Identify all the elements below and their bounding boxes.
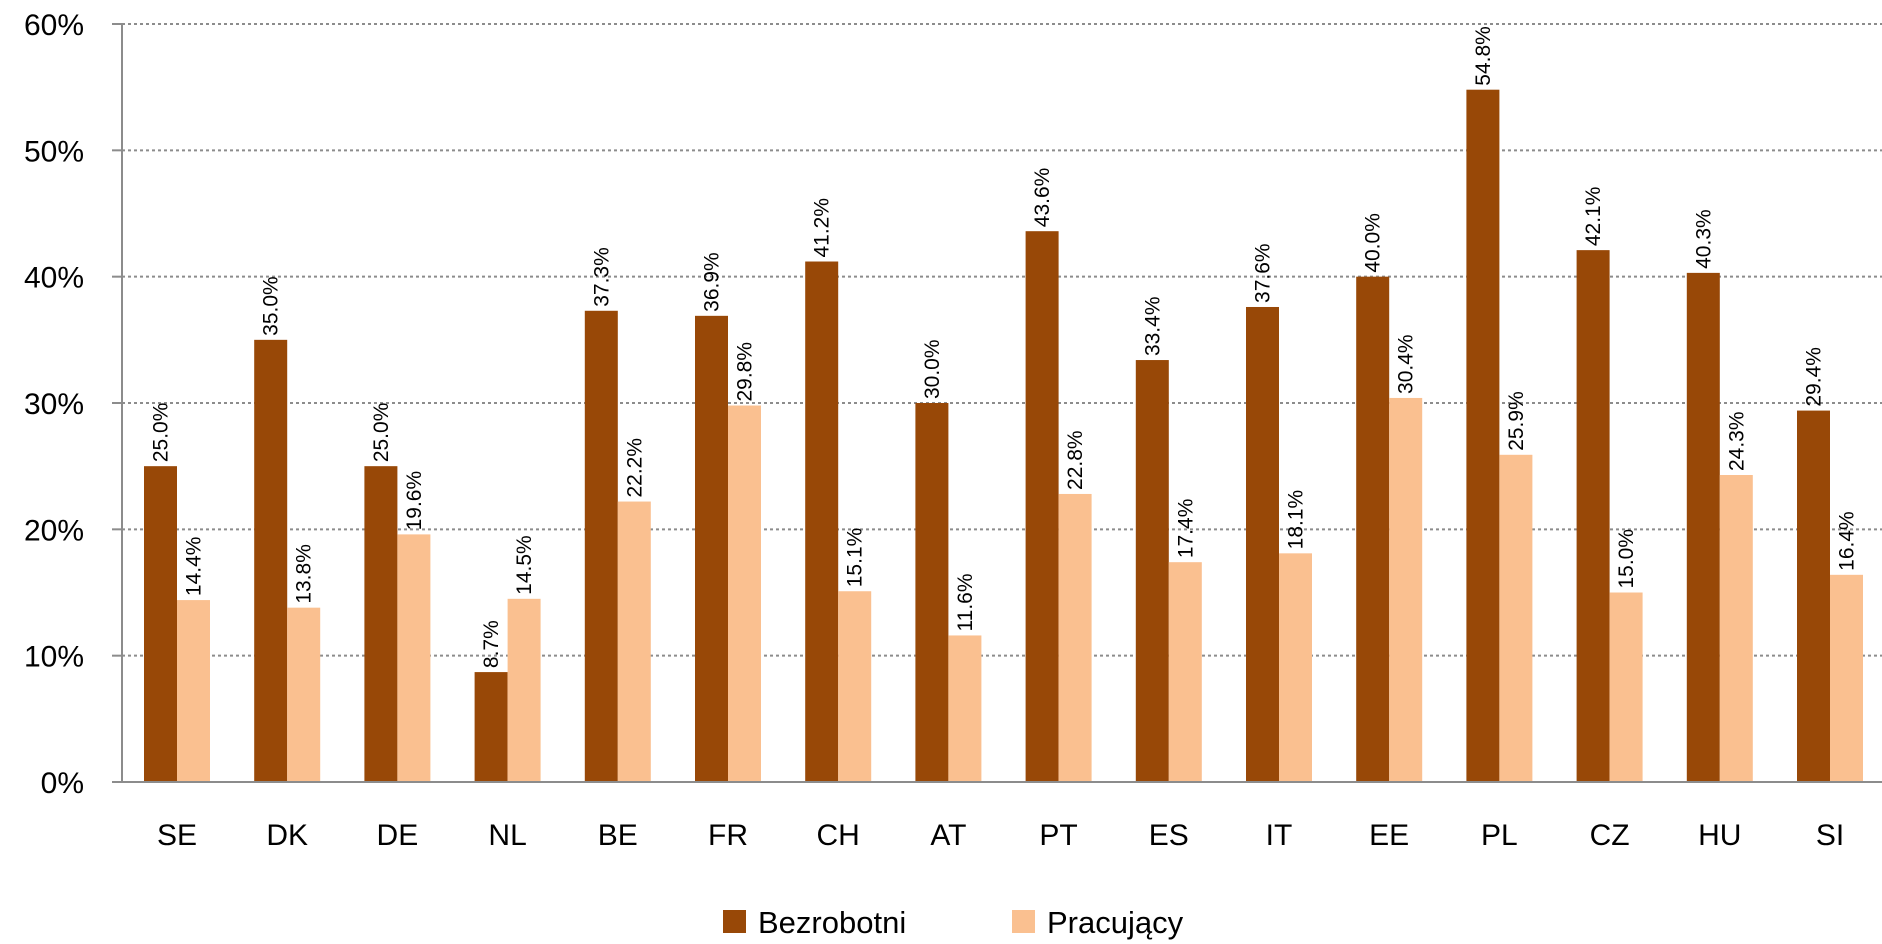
data-label: 35.0% — [260, 276, 283, 336]
bar-pracujacy-se — [177, 600, 210, 782]
bar-bezrobotni-fr — [695, 315, 728, 782]
data-label: 13.8% — [293, 544, 316, 604]
bar-bezrobotni-be — [584, 310, 618, 782]
x-axis-labels: SE DK DE NL BE FR CH AT PT ES IT EE PL CZ HU SI — [157, 819, 1844, 852]
data-label: 24.3% — [1725, 411, 1748, 471]
data-label: 18.1% — [1285, 490, 1308, 550]
data-label: 30.4% — [1395, 334, 1418, 394]
data-label: 8.7% — [480, 620, 503, 668]
data-label: 25.0% — [150, 403, 173, 463]
data-label: 29.4% — [1803, 347, 1826, 407]
bar-bezrobotni-ee — [1356, 276, 1390, 782]
data-label: 22.8% — [1064, 430, 1087, 490]
bar-bezrobotni-nl — [474, 672, 508, 782]
y-tick-label: 0% — [41, 767, 84, 800]
data-label: 14.4% — [183, 537, 206, 597]
data-label: 40.3% — [1692, 209, 1715, 269]
data-label: 37.6% — [1252, 243, 1275, 303]
data-label: 42.1% — [1582, 187, 1605, 247]
y-tick-label: 50% — [24, 135, 84, 168]
bar-bezrobotni-si — [1797, 410, 1830, 782]
bar-bezrobotni-dk — [254, 339, 288, 782]
data-label: 19.6% — [403, 471, 426, 531]
data-label: 30.0% — [921, 339, 944, 399]
bar-pracujacy-be — [617, 501, 651, 782]
data-label: 25.9% — [1505, 391, 1528, 451]
bar-pracujacy-dk — [287, 607, 321, 782]
legend-label-pracujacy: Pracujący — [1047, 905, 1184, 940]
bar-pracujacy-nl — [507, 598, 541, 782]
x-tick-label-fr: FR — [708, 819, 748, 852]
bar-pracujacy-fr — [728, 405, 761, 782]
x-tick-label-si: SI — [1816, 819, 1844, 852]
axes — [121, 24, 1882, 783]
x-tick-label-ch: CH — [817, 819, 860, 852]
data-label: 37.3% — [590, 247, 613, 307]
bar-bezrobotni-se — [144, 466, 177, 782]
bars — [144, 89, 1863, 783]
bar-bezrobotni-hu — [1686, 272, 1720, 782]
x-tick-label-nl: NL — [488, 819, 526, 852]
y-tick-label: 60% — [24, 9, 84, 42]
bar-bezrobotni-pl — [1466, 89, 1500, 782]
data-label: 29.8% — [734, 342, 757, 402]
bar-pracujacy-it — [1279, 553, 1312, 782]
x-tick-label-it: IT — [1266, 819, 1293, 852]
data-label: 40.0% — [1362, 213, 1385, 273]
data-label: 54.8% — [1472, 26, 1495, 86]
data-label: 43.6% — [1031, 168, 1054, 228]
x-tick-label-pt: PT — [1039, 819, 1077, 852]
x-tick-label-at: AT — [930, 819, 966, 852]
x-tick-label-ee: EE — [1369, 819, 1409, 852]
data-label: 22.2% — [623, 438, 646, 498]
x-tick-label-se: SE — [157, 819, 197, 852]
legend: Bezrobotni Pracujący — [723, 905, 1184, 940]
bar-pracujacy-ch — [838, 591, 872, 782]
x-tick-label-de: DE — [377, 819, 419, 852]
legend-swatch-pracujacy — [1012, 910, 1035, 933]
bar-pracujacy-cz — [1609, 592, 1643, 782]
legend-label-bezrobotni: Bezrobotni — [758, 905, 906, 940]
data-label: 17.4% — [1174, 499, 1197, 559]
y-tick-label: 30% — [24, 388, 84, 421]
bar-bezrobotni-ch — [805, 261, 839, 782]
y-tick-label: 10% — [24, 641, 84, 674]
bar-bezrobotni-at — [915, 403, 949, 782]
bar-bezrobotni-cz — [1576, 250, 1610, 783]
x-tick-label-hu: HU — [1698, 819, 1741, 852]
bar-pracujacy-pl — [1499, 454, 1533, 782]
x-tick-label-es: ES — [1149, 819, 1189, 852]
bar-pracujacy-hu — [1719, 475, 1753, 782]
bar-bezrobotni-de — [364, 466, 398, 782]
data-label: 14.5% — [513, 535, 536, 595]
legend-swatch-bezrobotni — [723, 910, 746, 933]
bar-bezrobotni-it — [1246, 306, 1279, 782]
y-axis-ticks: 0% 10% 20% 30% 40% 50% 60% — [24, 9, 122, 800]
bar-pracujacy-ee — [1389, 397, 1423, 782]
x-tick-label-pl: PL — [1481, 819, 1518, 852]
bar-pracujacy-at — [948, 635, 982, 782]
bar-bezrobotni-pt — [1025, 231, 1059, 783]
data-label: 16.4% — [1836, 511, 1859, 571]
data-label: 15.1% — [844, 528, 867, 588]
bar-pracujacy-de — [397, 534, 431, 782]
bar-pracujacy-pt — [1058, 493, 1092, 782]
x-tick-label-be: BE — [598, 819, 638, 852]
data-label: 15.0% — [1615, 529, 1638, 589]
bar-pracujacy-es — [1168, 562, 1202, 782]
bar-bezrobotni-es — [1135, 360, 1169, 782]
data-label: 41.2% — [811, 198, 834, 258]
x-tick-label-cz: CZ — [1590, 819, 1630, 852]
data-label: 33.4% — [1141, 296, 1164, 356]
data-label: 11.6% — [954, 573, 977, 631]
data-label: 25.0% — [370, 403, 393, 463]
x-tick-label-dk: DK — [266, 819, 308, 852]
y-tick-label: 20% — [24, 514, 84, 547]
data-labels: 25.0% 14.4% 35.0% 13.8% 25.0% 19.6% 8.7% 14.5% 3… — [150, 26, 1859, 668]
data-label: 36.9% — [701, 252, 724, 312]
bar-pracujacy-si — [1830, 574, 1863, 782]
y-tick-label: 40% — [24, 262, 84, 295]
